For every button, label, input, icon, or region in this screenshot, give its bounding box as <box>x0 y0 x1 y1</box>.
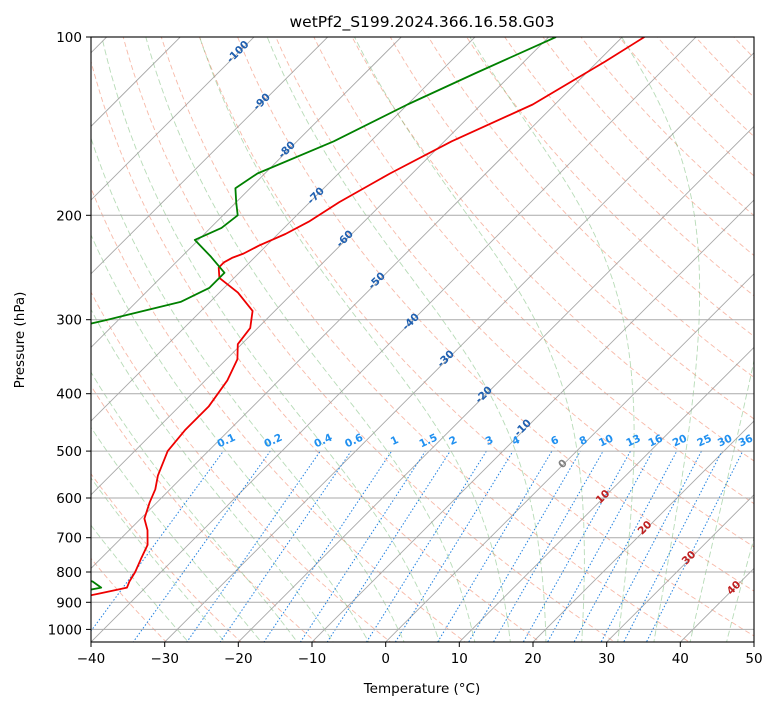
moist-adiabat <box>91 308 334 642</box>
dry-adiabat <box>504 37 754 297</box>
x-tick-label: −30 <box>150 651 179 667</box>
dry-adiabat <box>237 37 754 592</box>
mixing-ratio-label: 16 <box>646 432 664 449</box>
y-tick-label: 200 <box>56 208 82 224</box>
isotherm <box>532 420 754 642</box>
isotherm <box>458 346 754 642</box>
isotherm <box>91 37 550 496</box>
mixing-ratio-label: 1 <box>389 434 401 448</box>
mixing-ratio-line <box>645 450 744 642</box>
mixing-ratio-label: 3 <box>484 434 496 448</box>
x-tick-label: 0 <box>381 651 390 667</box>
mixing-ratio-line <box>365 450 487 642</box>
moist-adiabat <box>91 371 298 642</box>
dry-adiabat <box>466 37 754 337</box>
isotherm <box>91 37 476 422</box>
dry-adiabat <box>199 37 754 637</box>
y-tick-label: 300 <box>56 313 82 329</box>
x-axis-label: Temperature (°C) <box>363 681 481 697</box>
x-tick-label: 40 <box>672 651 689 667</box>
dry-adiabat <box>91 186 466 642</box>
mixing-ratio-line <box>437 450 553 642</box>
moist-adiabat <box>91 524 189 642</box>
dry-adiabat <box>122 37 616 642</box>
mixing-ratio-label: 10 <box>597 432 615 449</box>
dry-adiabat <box>389 37 754 420</box>
isotherm <box>237 125 754 642</box>
isotherm <box>91 37 255 201</box>
isotherm <box>91 37 402 348</box>
mixing-ratio-label: 25 <box>695 432 713 449</box>
mixing-ratio-line <box>547 450 654 642</box>
y-tick-label: 1000 <box>48 622 82 638</box>
isotherm <box>91 37 623 570</box>
y-tick-label: 600 <box>56 491 82 507</box>
plot-frame <box>90 36 755 643</box>
x-tick-label: 30 <box>598 651 615 667</box>
mixing-ratio-label: 30 <box>716 432 734 449</box>
y-axis-label: Pressure (hPa) <box>12 292 28 389</box>
mixing-ratio-label: 4 <box>510 434 522 448</box>
dry-adiabat <box>91 384 317 642</box>
mixing-ratio-line <box>394 450 514 642</box>
isotherm <box>91 37 697 642</box>
x-tick-label: 20 <box>524 651 541 667</box>
x-tick-label: −20 <box>224 651 253 667</box>
mixing-ratio-label: 2 <box>447 434 459 448</box>
x-tick-label: 50 <box>745 651 762 667</box>
isotherm <box>606 494 754 642</box>
mixing-ratio-line <box>492 450 604 642</box>
dry-adiabat <box>275 37 754 548</box>
x-tick-label: 10 <box>451 651 468 667</box>
mixing-ratio-label: 13 <box>624 432 642 449</box>
y-tick-label: 500 <box>56 444 82 460</box>
x-tick-label: −40 <box>77 651 106 667</box>
isotherm <box>91 37 329 275</box>
dry-adiabat <box>351 37 754 462</box>
moist-adiabat <box>91 477 226 642</box>
y-tick-label: 700 <box>56 531 82 547</box>
mixing-ratio-label: 36 <box>737 432 755 449</box>
dewpoint-profile <box>91 37 557 591</box>
mixing-ratio-line <box>468 450 581 642</box>
temperature-profile <box>91 37 645 597</box>
mixing-ratio-line <box>186 450 321 642</box>
dry-adiabat <box>91 557 167 642</box>
sounding-profiles <box>91 37 645 597</box>
mixing-ratio-label: 8 <box>578 434 590 448</box>
axes-ticks: −40 −30 −20 −10 0 10 20 30 40 50 1000 900 800 700 600 5… <box>48 30 763 667</box>
y-tick-label: 400 <box>56 387 82 403</box>
mixing-ratio-line <box>263 450 393 642</box>
mixing-ratio-line <box>623 450 723 642</box>
y-tick-label: 100 <box>56 30 82 46</box>
background-lines <box>91 37 754 642</box>
plot-area: -100-90-80-70-60-50-40-30-20-10010203040… <box>91 37 755 642</box>
isotherm <box>385 273 754 642</box>
moist-adiabat <box>91 426 262 642</box>
isotherm <box>91 37 181 127</box>
x-tick-label: −10 <box>298 651 327 667</box>
isotherm <box>311 199 754 642</box>
moist-adiabat <box>91 234 370 642</box>
isotherm <box>164 52 754 642</box>
mixing-ratio-label: 6 <box>549 434 561 448</box>
moist-adiabat <box>91 136 405 642</box>
dry-adiabat <box>91 291 392 642</box>
y-tick-label: 900 <box>56 595 82 611</box>
pressure-gridlines <box>91 37 754 630</box>
mixing-ratio-label: 20 <box>671 432 689 449</box>
mixing-ratio-line <box>219 450 352 642</box>
mixing-ratio-line <box>522 450 631 642</box>
chart-title: wetPf2_S199.2024.366.16.58.G03 <box>290 13 555 32</box>
y-tick-label: 800 <box>56 565 82 581</box>
